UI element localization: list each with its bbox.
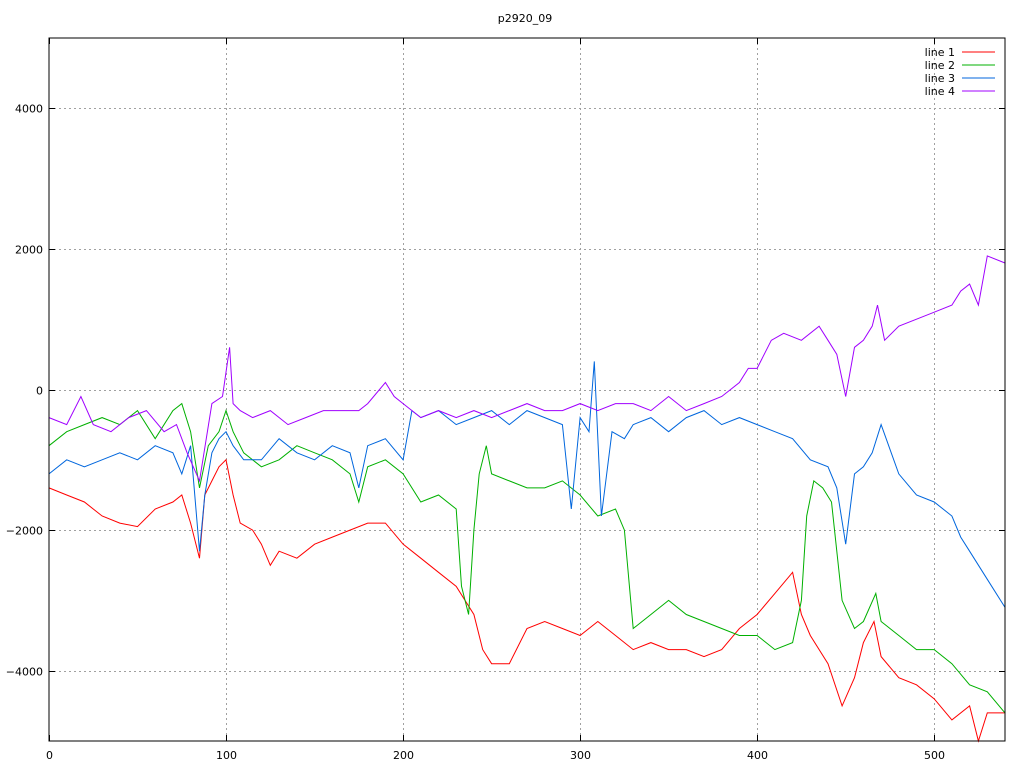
series-line-4 (48, 255, 1006, 483)
legend-label: line 4 (925, 85, 955, 98)
grid (49, 38, 1005, 741)
series-line-1 (48, 458, 1005, 743)
legend-label: line 2 (925, 59, 955, 72)
y-tick-label: −2000 (6, 525, 43, 538)
x-tick-label: 400 (747, 749, 768, 762)
y-tick-label: 2000 (15, 244, 43, 257)
legend-label: line 1 (925, 46, 955, 59)
chart-title: p2920_09 (498, 12, 552, 25)
x-tick-label: 0 (46, 749, 53, 762)
x-tick-label: 500 (924, 749, 945, 762)
x-tick-label: 300 (570, 749, 591, 762)
plot-frame (48, 37, 1006, 742)
x-tick-label: 200 (393, 749, 414, 762)
y-tick-label: 4000 (15, 103, 43, 116)
y-tick-label: 0 (36, 385, 43, 398)
axis-ticks: 0 100 200 300 400 500 −4000 −2000 0 2000 4000 (6, 38, 1005, 762)
legend-label: line 3 (925, 72, 955, 85)
series-line-2 (48, 402, 1006, 714)
series-line-3 (48, 361, 1006, 608)
x-tick-label: 100 (216, 749, 237, 762)
y-tick-label: −4000 (6, 666, 43, 679)
series-lines (48, 255, 1006, 743)
